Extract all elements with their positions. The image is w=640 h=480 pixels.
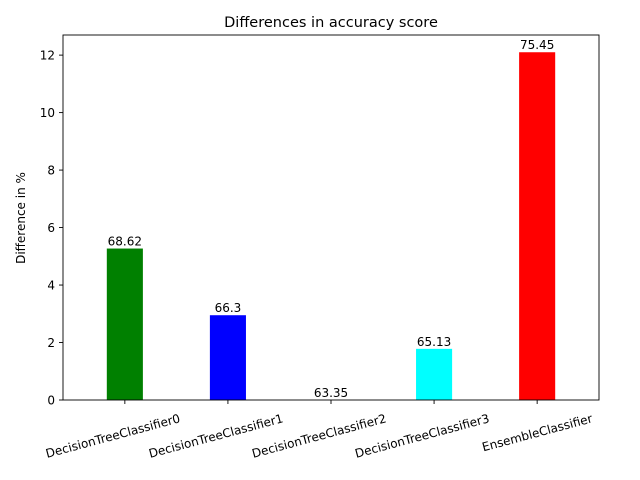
bar-value-label-3: 65.13 (417, 335, 451, 349)
x-tick-label-4: EnsembleClassifier (481, 411, 594, 454)
y-tick-label-5: 10 (40, 106, 55, 120)
y-tick-label-1: 2 (47, 336, 55, 350)
y-tick-label-0: 0 (47, 394, 55, 408)
chart-title: Differences in accuracy score (224, 15, 438, 31)
bar-value-label-2: 63.35 (314, 386, 348, 400)
bar-3 (416, 348, 453, 400)
y-tick-label-6: 12 (40, 49, 55, 63)
bar-0 (106, 248, 143, 400)
bar-4 (519, 52, 556, 401)
y-tick-label-4: 8 (47, 164, 55, 178)
bar-value-label-1: 66.3 (215, 301, 242, 315)
y-tick-label-3: 6 (47, 221, 55, 235)
plot-area: 68.6266.363.3565.1375.45024681012Decisio… (40, 34, 600, 461)
y-axis-label: Difference in % (14, 172, 28, 264)
y-tick-label-2: 4 (47, 279, 55, 293)
plot-frame (62, 34, 600, 401)
bar-value-label-0: 68.62 (108, 235, 142, 249)
bar-value-label-4: 75.45 (520, 38, 554, 52)
bar-1 (209, 315, 246, 400)
